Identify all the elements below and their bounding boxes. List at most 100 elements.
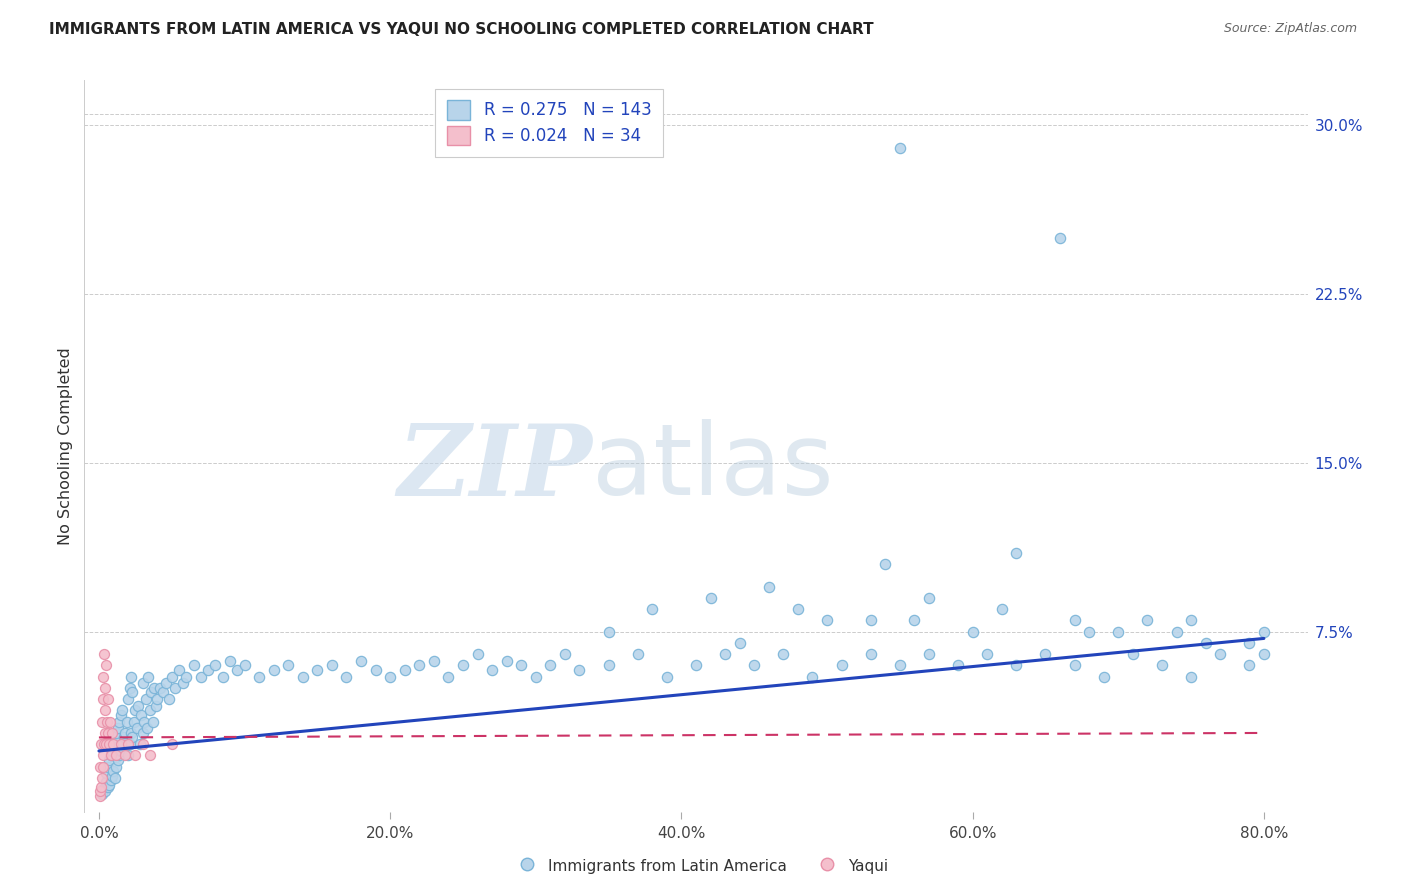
Point (889, 658, 911, 673)
Point (211, 670, 233, 684)
Point (93, 784, 115, 798)
Point (103, 764, 125, 779)
Point (1195, 636, 1218, 650)
Point (226, 663, 249, 677)
Point (96, 714, 118, 729)
Point (118, 737, 141, 751)
Point (115, 714, 138, 729)
Point (91, 748, 114, 763)
Point (174, 670, 197, 684)
Point (91, 782, 114, 797)
Point (90, 714, 112, 729)
Point (1239, 636, 1261, 650)
Text: ZIP: ZIP (396, 420, 592, 516)
Point (183, 658, 205, 673)
Point (495, 654, 517, 668)
Point (121, 685, 143, 699)
Point (132, 714, 155, 729)
Point (149, 681, 172, 695)
Point (510, 658, 533, 673)
Point (101, 744, 124, 758)
Point (103, 737, 125, 751)
Point (918, 647, 941, 661)
Point (90, 737, 112, 751)
Point (108, 748, 131, 763)
Point (167, 663, 190, 677)
Point (97, 780, 120, 794)
Point (120, 726, 142, 740)
Point (93, 737, 115, 751)
Point (117, 737, 139, 751)
Point (135, 692, 157, 706)
Point (1107, 624, 1129, 639)
Point (875, 557, 897, 571)
Point (146, 692, 169, 706)
Point (89, 789, 111, 803)
Point (96, 658, 118, 673)
Point (89, 760, 111, 774)
Point (101, 769, 124, 783)
Point (112, 731, 135, 745)
Point (204, 658, 226, 673)
Point (263, 663, 285, 677)
Point (93, 726, 115, 740)
Point (97, 726, 120, 740)
Point (903, 614, 925, 628)
Point (104, 731, 127, 745)
Point (991, 602, 1014, 616)
Point (90, 780, 112, 794)
Point (105, 748, 128, 763)
Point (129, 708, 152, 723)
Point (90, 787, 112, 801)
Point (97, 760, 120, 774)
Point (127, 698, 149, 713)
Point (451, 658, 474, 673)
Point (1150, 658, 1173, 673)
Point (889, 141, 911, 155)
Point (946, 658, 969, 673)
Point (98, 753, 121, 767)
Point (831, 658, 853, 673)
Y-axis label: No Schooling Completed: No Schooling Completed (58, 347, 73, 545)
Point (1005, 658, 1028, 673)
Point (197, 663, 219, 677)
Point (125, 722, 148, 736)
Point (91, 670, 114, 684)
Point (859, 614, 882, 628)
Point (277, 658, 299, 673)
Point (103, 737, 125, 751)
Point (598, 658, 620, 673)
Point (111, 703, 134, 717)
Point (291, 670, 314, 684)
Point (131, 726, 153, 740)
Point (1253, 624, 1275, 639)
Point (139, 748, 162, 763)
Point (350, 654, 373, 668)
Point (143, 681, 166, 695)
Point (90, 771, 112, 785)
Point (1166, 624, 1188, 639)
Point (918, 591, 941, 605)
Point (598, 624, 620, 639)
Point (172, 676, 194, 690)
Point (91, 692, 114, 706)
Point (111, 737, 134, 751)
Point (423, 654, 446, 668)
Point (742, 658, 765, 673)
Point (307, 663, 329, 677)
Point (163, 681, 186, 695)
Point (155, 676, 177, 690)
Point (98, 737, 121, 751)
Point (118, 681, 141, 695)
Point (380, 670, 402, 684)
Point (772, 647, 794, 661)
Point (105, 726, 128, 740)
Point (98, 778, 121, 792)
Text: atlas: atlas (592, 419, 834, 516)
Point (131, 737, 153, 751)
Point (641, 602, 664, 616)
Legend: Immigrants from Latin America, Yaqui: Immigrants from Latin America, Yaqui (512, 852, 894, 880)
Point (136, 722, 159, 736)
Point (568, 663, 591, 677)
Legend: R = 0.275   N = 143, R = 0.024   N = 34: R = 0.275 N = 143, R = 0.024 N = 34 (436, 88, 664, 157)
